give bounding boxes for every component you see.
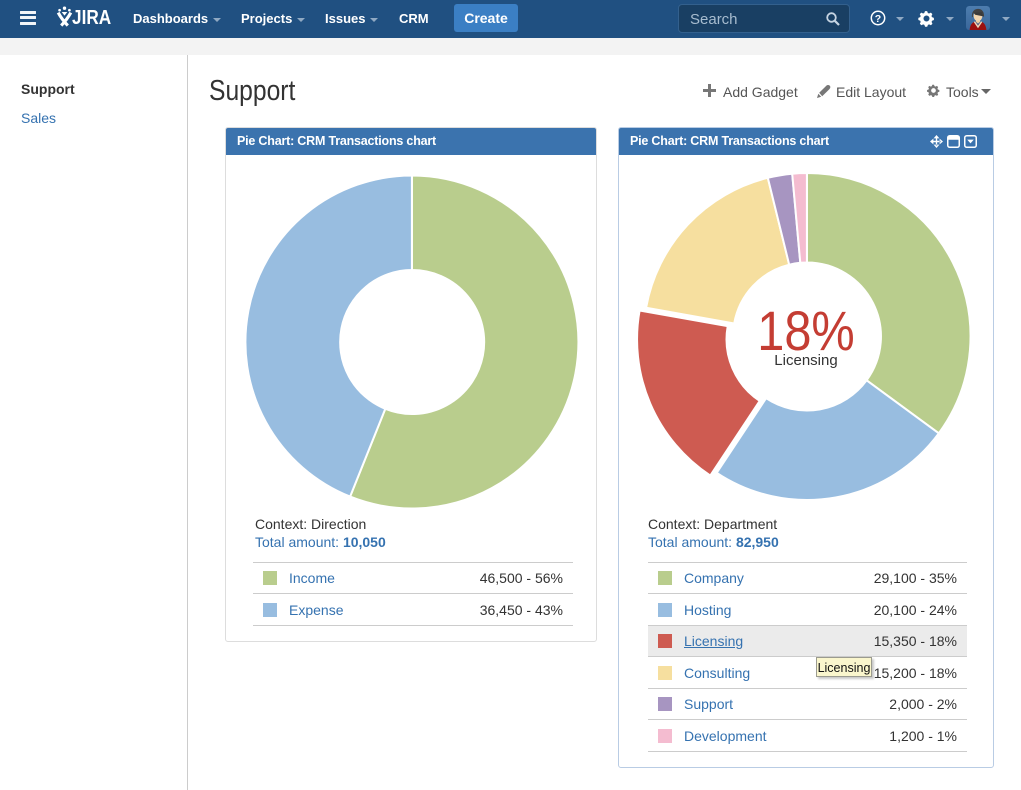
svg-text:?: ?	[875, 13, 881, 25]
